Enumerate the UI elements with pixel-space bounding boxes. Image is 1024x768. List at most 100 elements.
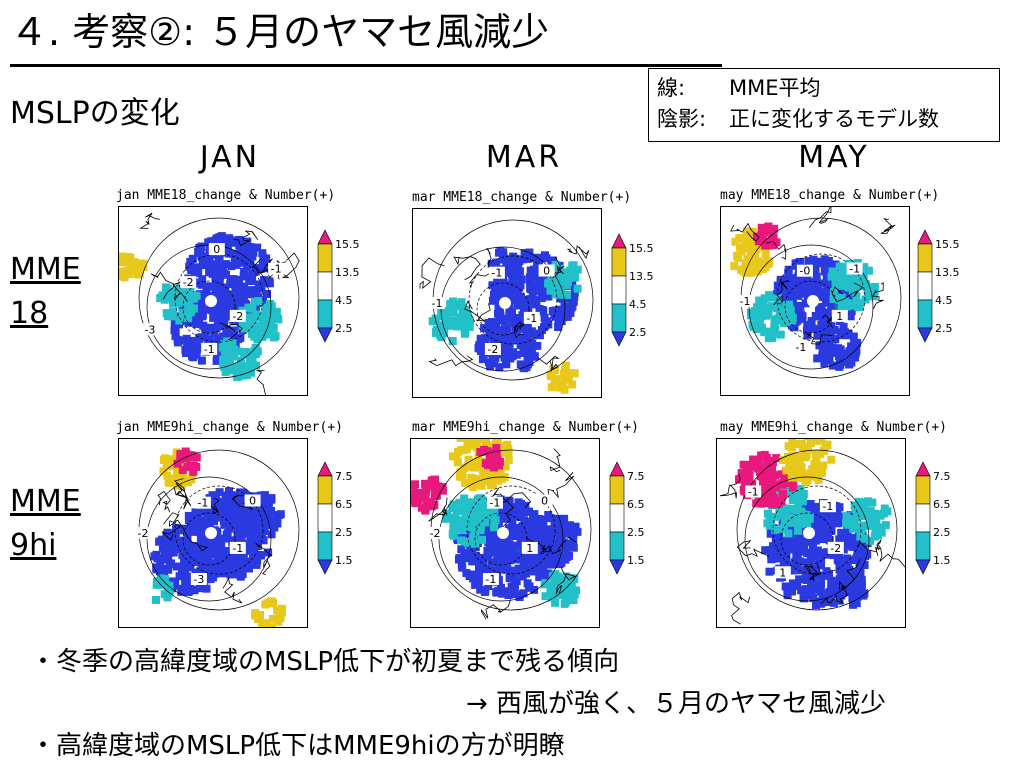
row-label-line: 9hi xyxy=(10,528,57,563)
colorbar-segment xyxy=(917,229,933,245)
map-panel-mme9hi-may: -2 1 -1 -1 xyxy=(716,438,906,628)
colorbar-tick-label: 15.5 xyxy=(335,238,360,251)
colorbar-tick-label: 4.5 xyxy=(935,294,953,307)
contour-layer xyxy=(736,449,898,611)
colorbar-segment xyxy=(317,559,333,575)
colorbar-tick-label: 1.5 xyxy=(627,554,645,567)
colorbar-segment xyxy=(609,531,625,561)
contour-label: -1 xyxy=(204,343,215,356)
pole-marker xyxy=(205,527,217,539)
colorbar-tick-label: 7.5 xyxy=(933,470,951,483)
colorbar-segment xyxy=(317,531,333,561)
contour-label: 1 xyxy=(779,566,786,579)
row-label-line: 18 xyxy=(10,296,49,331)
contour-label: -1 xyxy=(197,497,208,510)
contour-label: -1 xyxy=(491,267,502,280)
pole-marker xyxy=(807,295,819,307)
colorbar-tick-label: 1.5 xyxy=(335,554,353,567)
colorbar-segment xyxy=(611,233,627,249)
contour-label: 0 xyxy=(213,243,220,256)
colorbar-tick-label: 2.5 xyxy=(629,326,647,339)
colorbar-segment xyxy=(317,271,333,301)
colorbar-mme18: 15.5 13.5 4.5 2.5 xyxy=(316,226,366,376)
contour-label: -2 xyxy=(830,542,841,555)
contour-label: -2 xyxy=(232,310,243,323)
colorbar-tick-label: 4.5 xyxy=(629,298,647,311)
colorbar-tick-label: 2.5 xyxy=(935,322,953,335)
colorbar-segment xyxy=(609,461,625,477)
colorbar-tick-label: 13.5 xyxy=(935,266,960,279)
contour-label: -1 xyxy=(526,312,537,325)
colorbar-tick-label: 13.5 xyxy=(629,270,654,283)
panel-title: jan MME18_change & Number(+) xyxy=(116,188,336,203)
colorbar-segment xyxy=(317,503,333,533)
contour-label: -1 xyxy=(232,542,243,555)
pole-marker xyxy=(205,295,217,307)
colorbar-segment xyxy=(609,559,625,575)
colorbar-segment xyxy=(917,327,933,343)
pole-marker xyxy=(497,527,509,539)
colorbar-tick-label: 2.5 xyxy=(627,526,645,539)
colorbar-segment xyxy=(317,461,333,477)
colorbar-segment xyxy=(317,299,333,329)
colorbar-segment xyxy=(915,559,931,575)
contour-label: 0 xyxy=(543,265,550,278)
contour-label: -1 xyxy=(795,341,806,354)
map-panel-mme18-may: 1 -1 -1 -0 -1 xyxy=(720,206,910,396)
colorbar-tick-label: 2.5 xyxy=(335,526,353,539)
column-header-may: MAY xyxy=(798,140,870,175)
contour-label: -2 xyxy=(430,527,441,540)
colorbar-tick-label: 1.5 xyxy=(933,554,951,567)
colorbar-tick-label: 6.5 xyxy=(627,498,645,511)
contour-label: -1 xyxy=(271,263,282,276)
title-underline xyxy=(10,64,722,67)
shading-layer xyxy=(119,232,283,381)
colorbar-tick-label: 2.5 xyxy=(933,526,951,539)
contour-label: -1 xyxy=(489,497,500,510)
colorbar-tick-label: 2.5 xyxy=(335,322,353,335)
legend-key: 陰影: xyxy=(657,107,707,131)
row-label-line: MME xyxy=(10,252,81,287)
colorbar-segment xyxy=(611,247,627,277)
colorbar-segment xyxy=(317,229,333,245)
contour-label: -2 xyxy=(183,276,194,289)
row-label-mme9hi: MME 9hi xyxy=(10,480,81,568)
contour-label: 1 xyxy=(526,542,533,555)
contour-label: -1 xyxy=(740,295,751,308)
row-label-line: MME xyxy=(10,484,81,519)
colorbar-tick-label: 6.5 xyxy=(933,498,951,511)
bullet-point: ・冬季の高緯度域のMSLP低下が初夏まで残る傾向 xyxy=(30,647,620,677)
contour-label: -1 xyxy=(849,263,860,276)
legend-key: 線: xyxy=(657,76,686,100)
coastline-layer xyxy=(419,245,590,372)
pole-marker xyxy=(499,297,511,309)
colorbar-mme9hi: 7.5 6.5 2.5 1.5 xyxy=(914,458,964,608)
column-header-jan: JAN xyxy=(199,140,261,175)
coastline-layer xyxy=(730,207,896,345)
colorbar-segment xyxy=(915,503,931,533)
colorbar-mme9hi: 7.5 6.5 2.5 1.5 xyxy=(316,458,366,608)
colorbar-tick-label: 13.5 xyxy=(335,266,360,279)
contour-label: 1 xyxy=(836,310,843,323)
legend-value: MME平均 xyxy=(729,76,821,100)
colorbar-tick-label: 15.5 xyxy=(629,242,654,255)
contour-label: -1 xyxy=(822,500,833,513)
colorbar-segment xyxy=(915,461,931,477)
contour-label: -1 xyxy=(432,297,443,310)
contour-label: -0 xyxy=(799,265,810,278)
row-label-mme18: MME 18 xyxy=(10,248,81,336)
colorbar-tick-label: 7.5 xyxy=(335,470,353,483)
colorbar-segment xyxy=(317,243,333,273)
colorbar-segment xyxy=(317,475,333,505)
panel-title: may MME18_change & Number(+) xyxy=(720,188,940,203)
colorbar-tick-label: 6.5 xyxy=(335,498,353,511)
colorbar-segment xyxy=(609,475,625,505)
coastline-layer xyxy=(157,478,273,604)
legend-box: 線: MME平均 陰影: 正に変化するモデル数 xyxy=(648,68,1000,142)
map-panel-mme18-mar: -1 -2 -1 -1 0 xyxy=(412,208,602,398)
pole-marker xyxy=(803,527,815,539)
contour-label: -3 xyxy=(193,573,204,586)
colorbar-segment xyxy=(917,243,933,273)
colorbar-mme18: 15.5 13.5 4.5 2.5 xyxy=(916,226,966,376)
contour-label: -1 xyxy=(485,573,496,586)
